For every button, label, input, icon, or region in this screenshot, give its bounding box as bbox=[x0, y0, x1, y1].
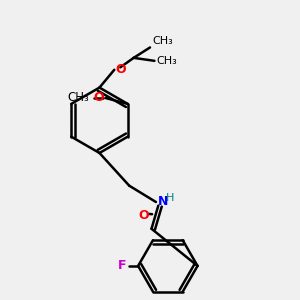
Text: CH₃: CH₃ bbox=[157, 56, 178, 66]
Text: H: H bbox=[166, 194, 175, 203]
Text: O: O bbox=[138, 209, 148, 222]
Text: N: N bbox=[158, 195, 168, 208]
Text: O: O bbox=[116, 63, 126, 76]
Text: CH₃: CH₃ bbox=[68, 91, 89, 104]
Text: CH₃: CH₃ bbox=[152, 36, 173, 46]
Text: F: F bbox=[118, 260, 127, 272]
Text: O: O bbox=[93, 91, 104, 104]
